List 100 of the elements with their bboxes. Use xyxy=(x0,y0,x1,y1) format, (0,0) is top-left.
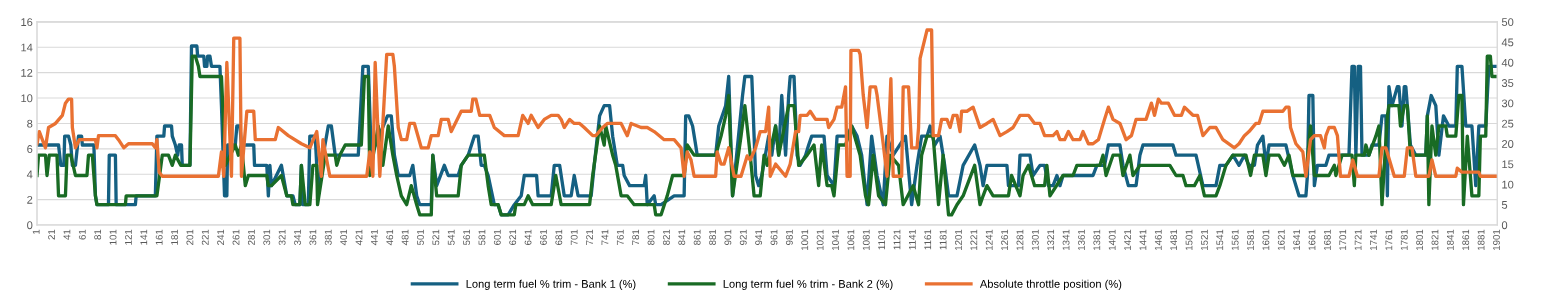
x-tick-label: 881 xyxy=(709,229,716,245)
x-tick-label: 1101 xyxy=(878,229,886,250)
x-tick-label: 1641 xyxy=(1293,229,1301,251)
x-tick-label: 561 xyxy=(463,229,471,245)
x-tick-label: 121 xyxy=(124,229,132,245)
x-tick-label: 301 xyxy=(263,229,271,246)
x-tick-label: 1021 xyxy=(816,229,824,251)
y2-tick-label: 5 xyxy=(1501,201,1508,209)
x-tick-label: 401 xyxy=(340,229,348,246)
x-tick-label: 1681 xyxy=(1323,229,1331,251)
y2-tick-label: 15 xyxy=(1502,160,1514,169)
x-tick-label: 1801 xyxy=(1416,229,1424,251)
x-tick-label: 1241 xyxy=(985,229,993,251)
x-tick-label: 1201 xyxy=(955,229,962,251)
x-tick-label: 1901 xyxy=(1493,229,1500,251)
x-tick-label: 741 xyxy=(601,229,609,245)
x-tick-label: 441 xyxy=(371,229,378,246)
x-tick-label: 1321 xyxy=(1047,229,1055,251)
y2-tick-label: 30 xyxy=(1501,99,1514,108)
x-tick-label: 541 xyxy=(447,229,455,245)
x-tick-label: 201 xyxy=(186,229,194,245)
x-tick-label: 801 xyxy=(647,229,655,245)
x-tick-label: 481 xyxy=(401,229,409,246)
x-tick-label: 1261 xyxy=(1001,229,1009,251)
y-tick-label: 6 xyxy=(27,145,33,153)
y2-tick-label: 35 xyxy=(1501,79,1514,87)
y2-tick-label: 10 xyxy=(1502,180,1514,189)
x-tick-label: 1401 xyxy=(1108,229,1116,251)
x-tick-label: 1701 xyxy=(1339,229,1347,251)
x-tick-label: 901 xyxy=(724,229,732,245)
x-tick-label: 281 xyxy=(247,229,255,245)
x-tick-label: 1141 xyxy=(909,229,916,250)
x-tick-label: 221 xyxy=(201,229,209,245)
x-tick-label: 421 xyxy=(355,229,363,246)
x-tick-label: 1741 xyxy=(1370,229,1377,251)
x-tick-label: 1461 xyxy=(1154,229,1162,251)
legend-label: Absolute throttle position (%) xyxy=(979,279,1122,291)
x-tick-label: 341 xyxy=(294,229,301,246)
x-tick-label: 1821 xyxy=(1431,229,1439,251)
x-tick-label: 1601 xyxy=(1262,229,1270,251)
x-tick-label: 1661 xyxy=(1308,229,1316,251)
line-series xyxy=(37,28,1498,178)
x-tick-label: 861 xyxy=(693,229,701,245)
x-tick-label: 961 xyxy=(770,229,778,245)
x-tick-label: 521 xyxy=(432,229,440,245)
y2-tick-label: 20 xyxy=(1502,140,1514,148)
x-tick-label: 101 xyxy=(109,229,117,245)
x-tick-label: 81 xyxy=(94,229,102,240)
x-tick-label: 821 xyxy=(662,229,670,245)
x-tick-label: 1341 xyxy=(1062,229,1070,251)
x-tick-label: 1441 xyxy=(1139,229,1147,251)
legend-label: Long term fuel % trim - Bank 2 (%) xyxy=(723,279,893,291)
x-tick-label: 1501 xyxy=(1185,229,1193,251)
x-tick-label: 1781 xyxy=(1400,229,1408,251)
x-tick-label: 701 xyxy=(570,229,578,245)
x-tick-label: 1001 xyxy=(801,229,809,251)
x-tick-label: 1581 xyxy=(1247,229,1254,251)
x-tick-label: 1281 xyxy=(1016,229,1024,251)
y2-tick-label: 25 xyxy=(1502,119,1514,128)
y-tick-label: 8 xyxy=(27,119,33,128)
x-tick-label: 921 xyxy=(739,229,747,245)
y-tick-label: 4 xyxy=(26,170,33,179)
x-tick-label: 581 xyxy=(478,229,486,245)
x-tick-label: 781 xyxy=(632,229,640,245)
x-tick-label: 21 xyxy=(48,229,55,240)
y-tick-label: 14 xyxy=(21,43,33,52)
x-tick-label: 141 xyxy=(140,229,148,245)
x-tick-label: 1761 xyxy=(1385,229,1393,251)
x-tick-label: 841 xyxy=(678,229,686,245)
x-tick-label: 1721 xyxy=(1354,229,1362,251)
x-tick-label: 361 xyxy=(309,229,317,246)
x-tick-label: 621 xyxy=(509,229,517,245)
x-tick-label: 161 xyxy=(155,229,163,245)
y2-tick-label: 40 xyxy=(1501,58,1514,67)
x-tick-label: 1881 xyxy=(1477,229,1485,251)
x-tick-label: 721 xyxy=(586,229,593,245)
x-tick-label: 1181 xyxy=(939,229,947,250)
x-tick-label: 941 xyxy=(755,229,763,245)
x-tick-label: 41 xyxy=(63,229,71,240)
y-tick-label: 16 xyxy=(21,18,33,27)
x-tick-label: 1081 xyxy=(862,229,870,251)
x-tick-label: 1221 xyxy=(970,229,978,251)
y2-tick-label: 0 xyxy=(1501,221,1508,230)
x-tick-label: 1121 xyxy=(893,229,901,250)
x-tick-label: 1 xyxy=(32,229,40,234)
x-tick-label: 261 xyxy=(232,229,240,245)
x-tick-label: 1861 xyxy=(1462,229,1470,251)
x-tick-label: 501 xyxy=(417,229,424,245)
x-tick-label: 661 xyxy=(539,229,547,245)
x-tick-label: 981 xyxy=(785,229,793,245)
y2-tick-label: 45 xyxy=(1501,38,1514,47)
y-tick-label: 10 xyxy=(21,94,33,103)
y-tick-label: 0 xyxy=(27,221,33,230)
x-tick-label: 1301 xyxy=(1031,229,1039,251)
x-tick-label: 241 xyxy=(217,229,224,245)
x-tick-label: 1561 xyxy=(1231,229,1239,251)
x-tick-label: 461 xyxy=(386,229,394,246)
y2-tick-label: 50 xyxy=(1501,18,1514,27)
x-tick-label: 641 xyxy=(524,229,532,245)
y-tick-label: 2 xyxy=(27,195,33,204)
